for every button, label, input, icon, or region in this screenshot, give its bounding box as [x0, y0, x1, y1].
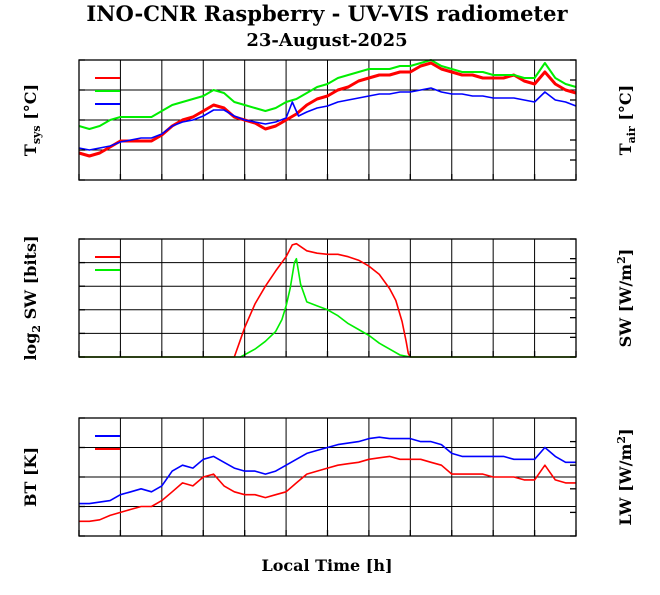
y2-axis-label-sup: 2	[615, 256, 628, 264]
y-axis-label: Tsys [°C]	[21, 84, 43, 156]
temperature-panel: Tsys [°C]Tair [°C]	[21, 59, 638, 181]
y-axis-label-unit: [°C]	[21, 84, 40, 125]
shortwave-panel: log2 SW [bits] SW [W/m2]	[21, 235, 635, 360]
x-axis-label: Local Time [h]	[261, 556, 392, 575]
chart-title: INO-CNR Raspberry - UV-VIS radiometer	[86, 1, 568, 26]
temperature-series-system	[78, 61, 577, 158]
y-axis-label-main: BT [K]	[21, 447, 40, 507]
y2-axis-label-main: LW [W/m	[616, 444, 635, 526]
y2-axis-label-end: ]	[616, 428, 635, 436]
longwave-series-brightness-t	[79, 436, 576, 505]
y-axis-label-unit: SW [bits]	[21, 235, 40, 324]
temperature-series-sensor	[78, 59, 577, 130]
panels: Tsys [°C]Tair [°C]log2 SW [bits] SW [W/m2…	[21, 59, 638, 537]
y2-axis-label-end: ]	[616, 249, 635, 257]
y2-axis-label: Tair [°C]	[616, 85, 638, 155]
longwave-panel: BT [K] LW [W/m2]	[21, 417, 635, 537]
y-axis-label-sub: sys	[30, 125, 43, 144]
chart-subtitle: 23-August-2025	[246, 30, 407, 51]
y2-axis-label-sup: 2	[615, 436, 628, 444]
y-axis-label: BT [K]	[21, 447, 40, 507]
y-axis-label-main: log	[21, 333, 40, 361]
shortwave-series-sw-irradiance	[79, 257, 576, 358]
y2-axis-label-sub: air	[625, 126, 638, 143]
y2-axis-label-main: SW [W/m	[616, 264, 635, 347]
y2-axis-label: LW [W/m2]	[615, 428, 635, 525]
y2-axis-label: SW [W/m2]	[615, 249, 635, 348]
shortwave-series-sw-signal	[79, 242, 576, 358]
y-axis-label-main: T	[21, 144, 40, 156]
y-axis-label-sub: 2	[30, 325, 43, 333]
temperature-series-air	[78, 87, 577, 151]
y2-axis-label-main: T	[616, 143, 635, 155]
y-axis-label: log2 SW [bits]	[21, 235, 43, 360]
longwave-series-lw-irradiance	[79, 455, 576, 523]
y2-axis-label-unit: [°C]	[616, 85, 635, 126]
